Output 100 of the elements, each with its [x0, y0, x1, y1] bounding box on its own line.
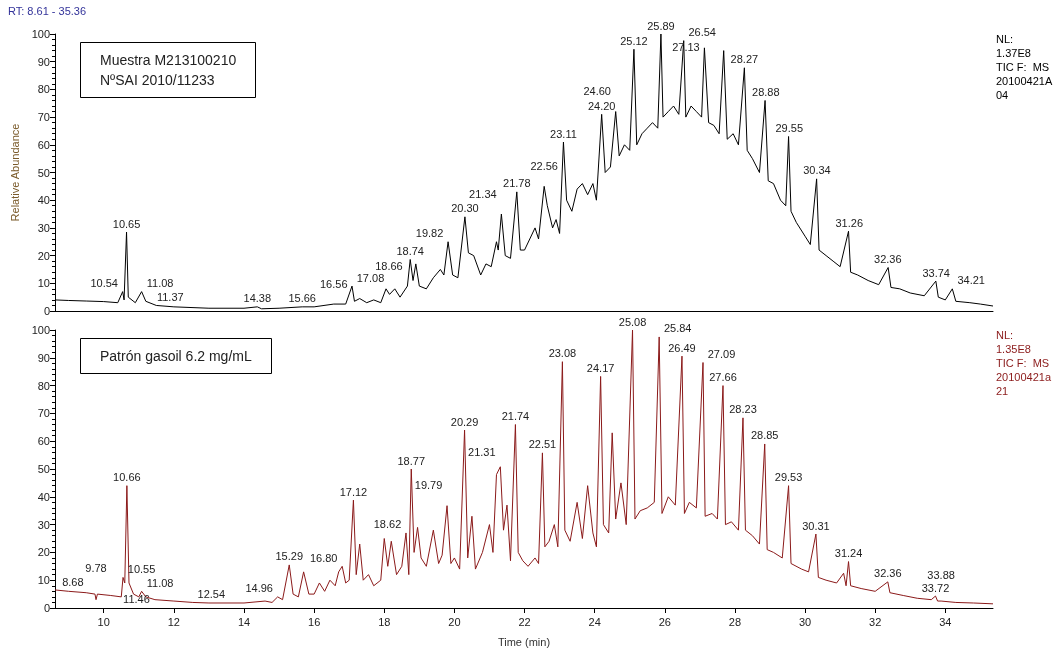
annotation: 23.11 [550, 127, 577, 140]
annotation: 18.77 [397, 454, 426, 467]
annotation: 15.29 [275, 550, 303, 563]
annotation: 22.51 [528, 438, 557, 451]
annotation: 25.12 [620, 34, 648, 47]
annotation: 17.12 [339, 485, 368, 498]
annotation: 11.08 [146, 576, 174, 589]
annotation: 28.88 [752, 85, 780, 98]
x-tick-label: 10 [97, 615, 110, 628]
x-tick-label: 24 [588, 615, 601, 628]
x-tick-label: 18 [378, 615, 391, 628]
annotation: 29.53 [774, 471, 803, 484]
y-tick-label: 80 [37, 83, 50, 96]
annotation: 29.55 [775, 121, 804, 134]
annotation: 21.78 [503, 177, 531, 190]
y-tick-label: 0 [43, 305, 50, 317]
annotation: 33.74 [922, 266, 950, 279]
text: 20100421a21 [996, 371, 1052, 397]
annotation: 28.27 [730, 53, 759, 66]
y-tick-label: 30 [37, 518, 50, 531]
text: 1.37E8 [996, 47, 1031, 59]
annotation: 28.23 [729, 403, 757, 416]
annotation: 22.56 [530, 159, 558, 172]
annotation: 8.68 [62, 575, 84, 588]
y-tick-label: 90 [37, 351, 50, 364]
text: TIC F: MS [996, 357, 1050, 369]
annotation: 15.66 [288, 292, 316, 305]
annotation: 16.80 [309, 551, 338, 564]
annotation: 28.85 [750, 429, 779, 442]
annotation: 18.66 [375, 259, 403, 272]
annotation: 21.34 [469, 187, 497, 200]
annotation: 10.65 [112, 217, 141, 230]
y-tick-label: 100 [31, 28, 50, 40]
y-tick-label: 60 [37, 138, 50, 151]
annotation: 11.46 [123, 593, 150, 606]
y-tick-label: 50 [37, 463, 50, 475]
text: NL: [996, 33, 1014, 45]
chart-subtitle: RT: 8.61 - 35.36 [8, 4, 87, 17]
annotation: 12.54 [197, 587, 226, 600]
annotation: 33.72 [921, 581, 950, 594]
annotation: 21.31 [468, 446, 496, 459]
annotation: 30.31 [802, 519, 830, 532]
y-tick-label: 40 [37, 194, 50, 207]
annotation: 24.20 [587, 99, 616, 112]
annotation: 24.60 [583, 85, 611, 98]
annotation: 16.56 [320, 277, 348, 290]
annotation: 9.78 [85, 561, 107, 574]
annotation: 25.84 [663, 322, 692, 335]
annotation: 17.08 [356, 271, 385, 284]
x-tick-label: 20 [448, 615, 461, 628]
annotation: 26.54 [688, 26, 716, 39]
text: Patrón gasoil 6.2 mg/mL [100, 348, 252, 364]
text: 1.35E8 [996, 343, 1031, 355]
annotation: 20.29 [450, 415, 479, 428]
x-tick-label: 14 [237, 615, 251, 628]
text: Muestra M213100210 NºSAI 2010/11233 [100, 52, 237, 88]
annotation: 25.89 [647, 19, 675, 32]
annotation: 10.54 [90, 277, 118, 290]
y-tick-label: 70 [37, 111, 50, 124]
annotation: 32.36 [874, 567, 902, 580]
annotation: 34.21 [957, 274, 985, 287]
y-tick-label: 40 [37, 490, 50, 503]
annotation: 11.08 [146, 277, 174, 290]
annotation: 31.24 [834, 547, 863, 560]
annotation: 31.26 [835, 216, 863, 229]
annotation: 25.08 [618, 315, 647, 328]
annotation: 33.88 [927, 568, 955, 581]
y-tick-label: 70 [37, 407, 50, 420]
annotation: 19.79 [414, 479, 443, 492]
x-tick-label: 30 [798, 615, 812, 628]
y-tick-label: 20 [37, 546, 50, 559]
y-tick-label: 0 [43, 602, 50, 614]
annotation: 27.09 [707, 348, 736, 361]
annotation: 14.96 [245, 582, 273, 595]
x-tick-label: 26 [658, 615, 671, 628]
x-tick-label: 28 [728, 615, 742, 628]
y-tick-label: 20 [37, 249, 50, 262]
x-axis-title: Time (min) [497, 635, 551, 648]
x-tick-label: 22 [518, 615, 531, 628]
annotation: 21.74 [501, 410, 530, 423]
y-axis-title: Relative Abundance [9, 123, 22, 222]
text: 20100421A04 [996, 75, 1053, 101]
x-tick-label: 12 [167, 615, 180, 628]
y-tick-label: 80 [37, 379, 50, 392]
annotation: 14.38 [243, 292, 272, 305]
y-tick-label: 10 [37, 574, 50, 587]
annotation: 18.62 [373, 518, 402, 531]
text: NL: [996, 329, 1014, 341]
annotation: 11.37 [156, 290, 184, 303]
x-tick-label: 32 [869, 615, 882, 628]
y-tick-label: 90 [37, 55, 50, 68]
y-tick-label: 50 [37, 166, 50, 179]
annotation: 20.30 [451, 202, 479, 215]
annotation: 24.17 [586, 361, 615, 374]
annotation: 27.66 [709, 371, 737, 384]
y-tick-label: 60 [37, 435, 50, 448]
x-tick-label: 16 [308, 615, 321, 628]
x-tick-label: 34 [939, 615, 952, 628]
annotation: 26.49 [668, 341, 696, 354]
annotation: 19.82 [415, 227, 444, 240]
